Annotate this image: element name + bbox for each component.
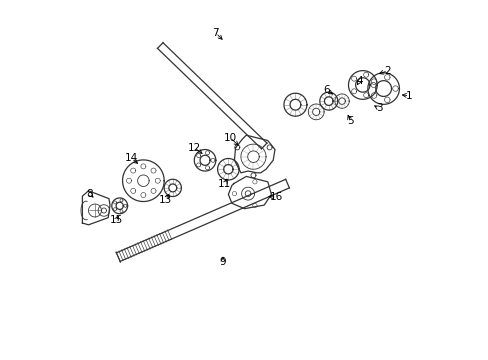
Text: 1: 1 [406,91,412,101]
Text: 13: 13 [159,195,172,205]
Text: 3: 3 [375,103,382,113]
Text: 12: 12 [187,143,201,153]
Text: 7: 7 [212,28,219,38]
Text: 6: 6 [323,85,329,95]
Text: 2: 2 [384,66,390,76]
Text: 16: 16 [269,192,283,202]
Text: 10: 10 [223,133,236,143]
Text: 9: 9 [219,257,226,267]
Text: 4: 4 [355,76,362,86]
Text: 15: 15 [109,215,122,225]
Text: 14: 14 [124,153,138,163]
Text: 11: 11 [218,179,231,189]
Text: 5: 5 [346,116,353,126]
Text: 8: 8 [86,189,93,199]
